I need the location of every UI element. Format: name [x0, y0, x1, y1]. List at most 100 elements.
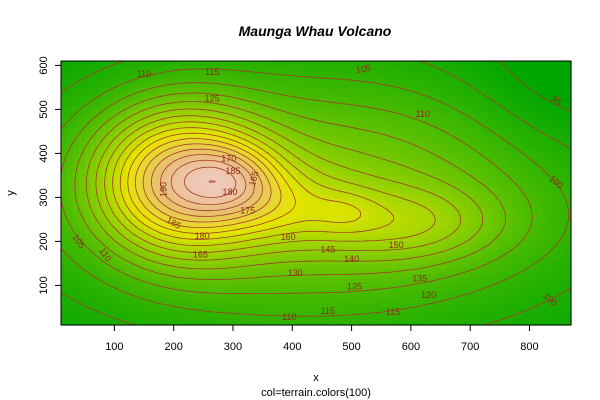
heatmap-cell	[416, 83, 424, 88]
heatmap-cell	[517, 223, 525, 229]
heatmap-cell	[517, 228, 525, 234]
heatmap-cell	[179, 100, 187, 106]
heatmap-cell	[357, 61, 365, 66]
heatmap-cell	[209, 228, 216, 234]
heatmap-cell	[369, 135, 376, 141]
heatmap-cell	[416, 188, 424, 194]
heatmap-cell	[316, 188, 323, 194]
heatmap-cell	[482, 245, 489, 251]
heatmap-cell	[292, 74, 299, 80]
heatmap-cell	[529, 127, 537, 132]
heatmap-cell	[541, 193, 548, 198]
heatmap-cell	[292, 109, 299, 115]
heatmap-cell	[523, 250, 531, 256]
heatmap-cell	[493, 184, 501, 190]
heatmap-cell	[179, 289, 187, 295]
heatmap-cell	[517, 65, 525, 71]
heatmap-cell	[84, 65, 92, 71]
heatmap-cell	[333, 188, 341, 194]
heatmap-cell	[120, 311, 127, 317]
heatmap-cell	[191, 61, 198, 66]
heatmap-cell	[529, 69, 537, 75]
heatmap-cell	[298, 276, 305, 282]
heatmap-cell	[84, 61, 92, 66]
heatmap-cell	[434, 210, 442, 216]
heatmap-cell	[185, 219, 193, 225]
heatmap-cell	[482, 65, 489, 71]
heatmap-cell	[327, 237, 335, 242]
heatmap-cell	[505, 241, 513, 247]
heatmap-cell	[244, 140, 252, 146]
heatmap-cell	[304, 263, 311, 269]
heatmap-cell	[482, 263, 489, 269]
heatmap-cell	[268, 316, 276, 322]
heatmap-cell	[333, 259, 341, 264]
heatmap-cell	[357, 223, 365, 229]
heatmap-cell	[357, 320, 365, 326]
heatmap-cell	[511, 162, 519, 168]
heatmap-cell	[393, 83, 400, 88]
heatmap-cell	[452, 171, 459, 176]
heatmap-cell	[363, 250, 370, 256]
heatmap-cell	[505, 74, 513, 80]
heatmap-cell	[470, 210, 477, 216]
heatmap-cell	[78, 188, 86, 194]
heatmap-cell	[96, 197, 104, 203]
heatmap-cell	[227, 320, 234, 326]
heatmap-cell	[72, 140, 80, 146]
heatmap-cell	[470, 83, 477, 88]
heatmap-cell	[274, 311, 282, 317]
heatmap-cell	[78, 166, 86, 172]
heatmap-cell	[416, 298, 424, 304]
heatmap-cell	[399, 78, 406, 84]
heatmap-cell	[274, 144, 282, 150]
heatmap-cell	[547, 69, 554, 75]
heatmap-cell	[90, 219, 98, 225]
heatmap-cell	[529, 206, 537, 212]
heatmap-cell	[221, 215, 228, 220]
heatmap-cell	[209, 263, 216, 269]
heatmap-cell	[464, 228, 471, 234]
heatmap-cell	[250, 250, 258, 256]
heatmap-cell	[493, 272, 501, 278]
heatmap-cell	[132, 65, 139, 71]
heatmap-cell	[499, 237, 507, 242]
heatmap-cell	[541, 144, 548, 150]
heatmap-cell	[274, 109, 282, 115]
heatmap-cell	[256, 241, 264, 247]
heatmap-cell	[268, 267, 276, 273]
heatmap-cell	[363, 127, 370, 132]
heatmap-cell	[375, 78, 382, 84]
heatmap-cell	[304, 294, 311, 300]
heatmap-cell	[333, 184, 341, 190]
heatmap-cell	[262, 157, 270, 163]
heatmap-cell	[244, 223, 252, 229]
heatmap-cell	[404, 311, 412, 317]
heatmap-cell	[310, 122, 317, 128]
heatmap-cell	[446, 109, 453, 115]
heatmap-cell	[535, 118, 542, 124]
heatmap-cell	[66, 254, 74, 260]
heatmap-cell	[66, 122, 74, 128]
heatmap-cell	[197, 263, 204, 269]
heatmap-cell	[185, 157, 193, 163]
heatmap-cell	[547, 157, 554, 163]
heatmap-cell	[381, 281, 388, 286]
heatmap-cell	[446, 219, 453, 225]
heatmap-cell	[72, 245, 80, 251]
heatmap-cell	[434, 206, 442, 212]
heatmap-cell	[464, 109, 471, 115]
heatmap-cell	[375, 241, 382, 247]
heatmap-cell	[351, 285, 359, 291]
heatmap-cell	[381, 100, 388, 106]
heatmap-cell	[517, 175, 525, 181]
chart-title: Maunga Whau Volcano	[239, 23, 392, 39]
heatmap-cell	[410, 87, 418, 93]
heatmap-cell	[96, 65, 104, 71]
heatmap-cell	[304, 281, 311, 286]
heatmap-cell	[144, 135, 151, 141]
heatmap-cell	[280, 237, 287, 242]
heatmap-cell	[126, 179, 133, 185]
heatmap-cell	[138, 118, 145, 124]
heatmap-cell	[321, 179, 329, 185]
